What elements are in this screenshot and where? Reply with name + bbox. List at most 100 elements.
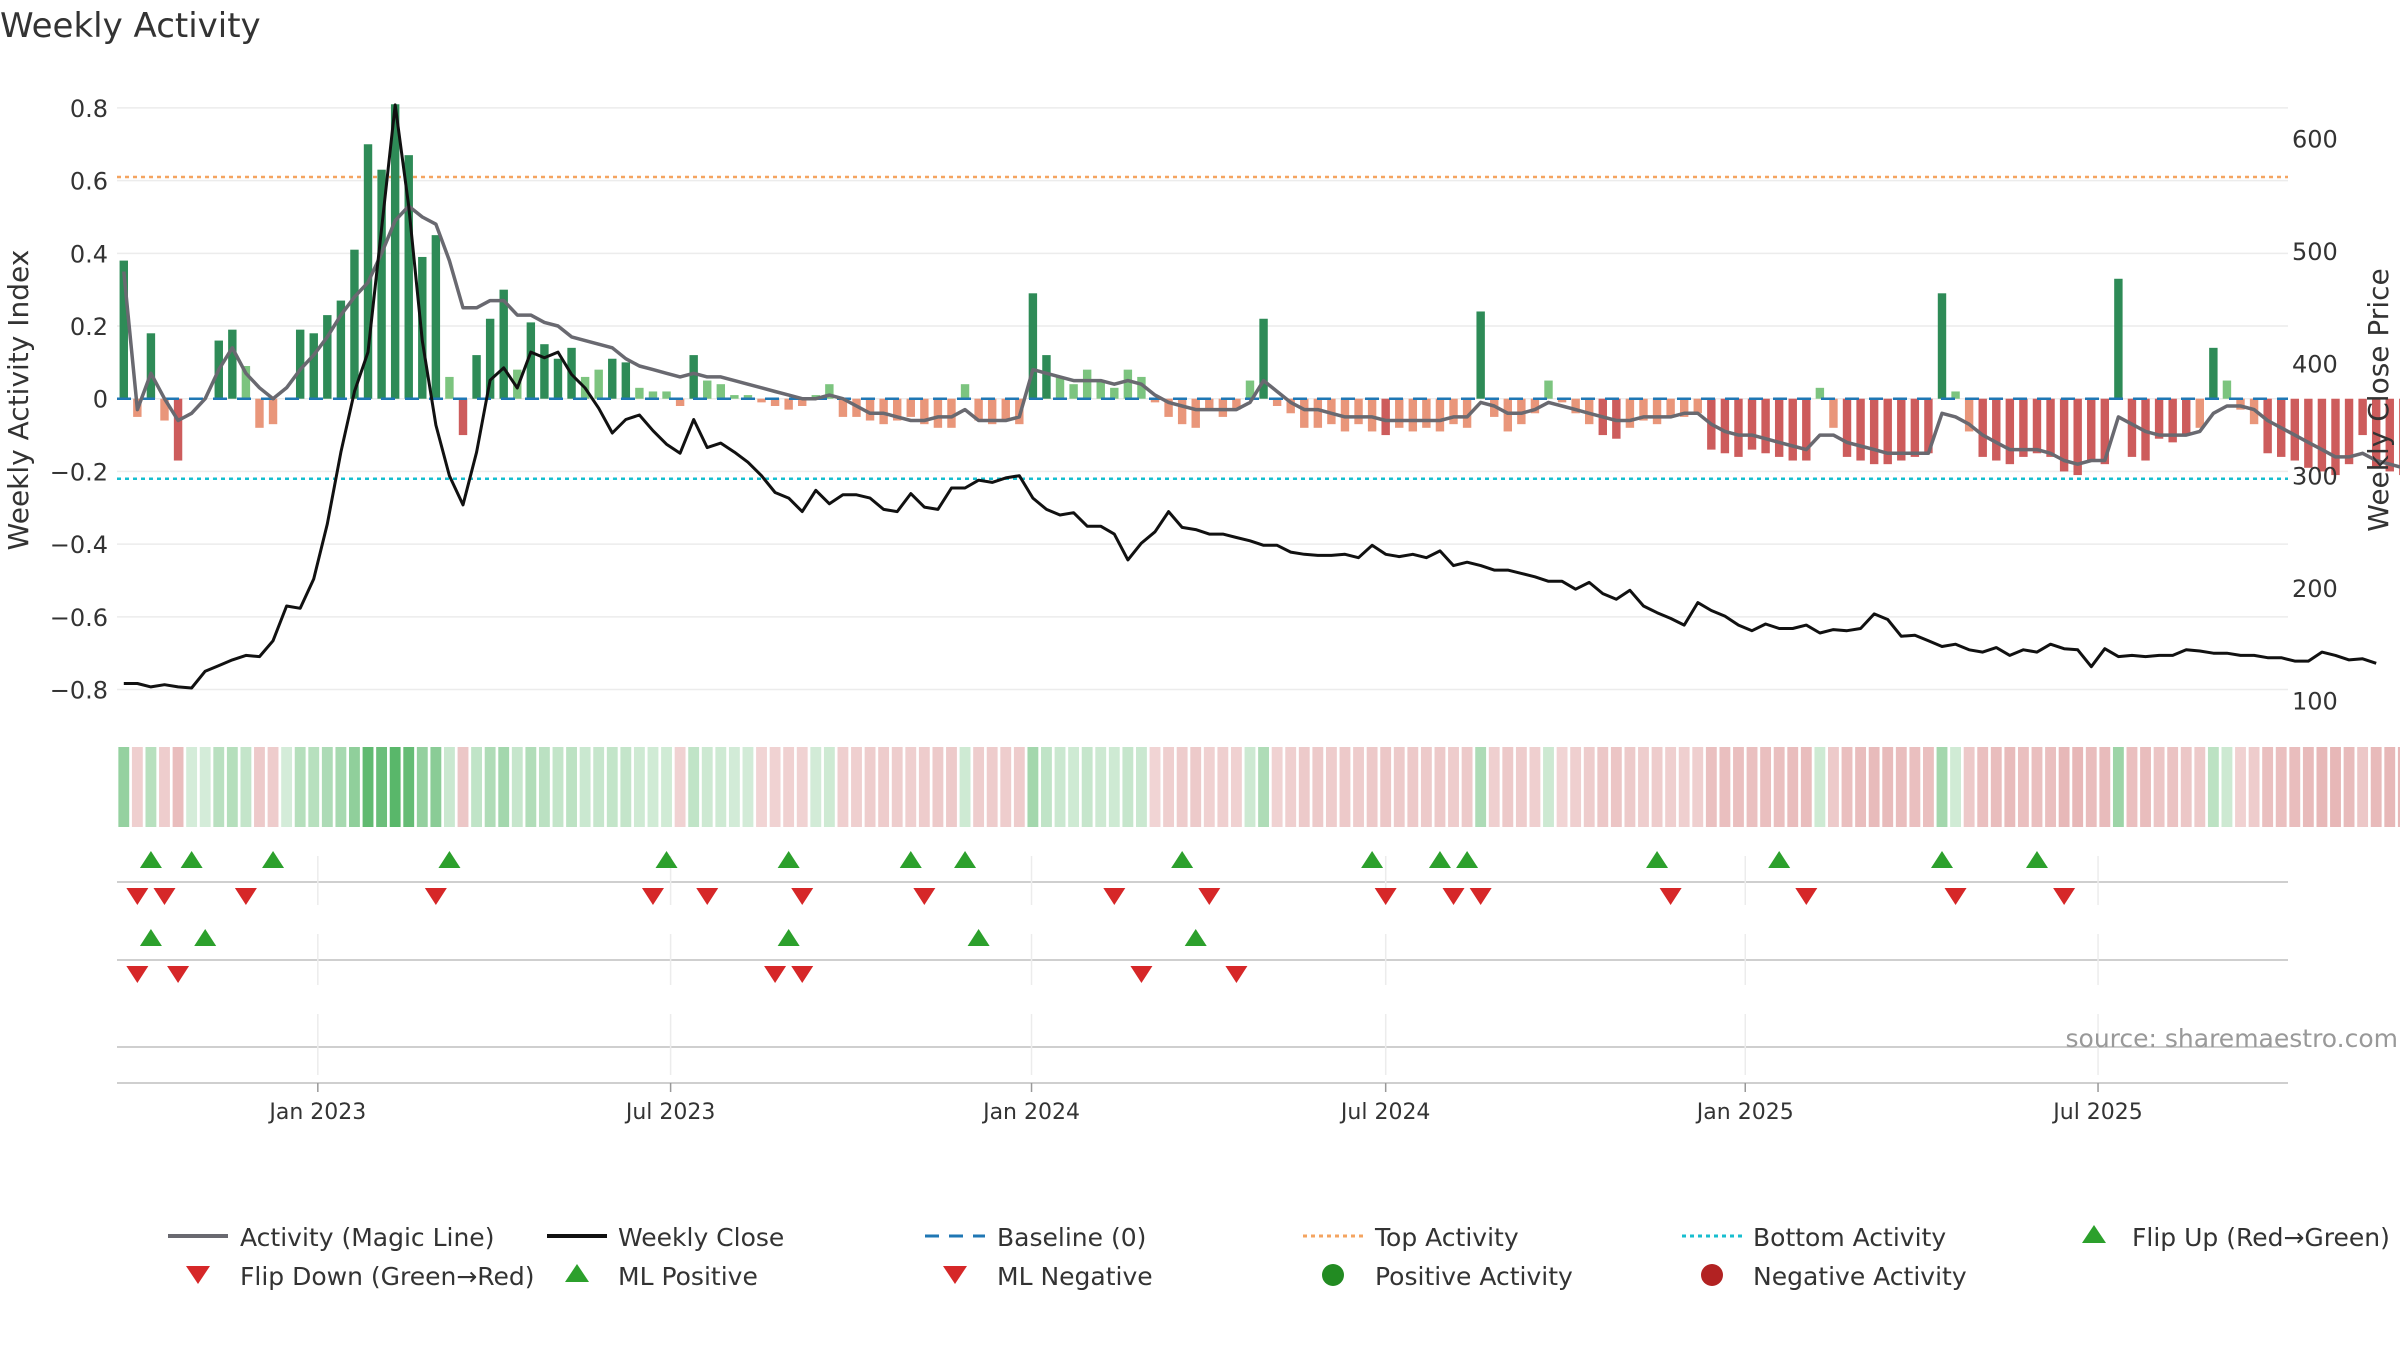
activity-bar [1666,398,1675,417]
activity-bar [445,376,454,399]
heat-strip-cell [1651,747,1663,827]
flip-down-marker [1795,888,1818,905]
heat-strip-cell [2126,747,2138,827]
heat-strip-cell [1909,747,1921,827]
heat-strip-cell [756,747,767,827]
legend-marker-flip-down [186,1266,210,1284]
heat-strip-cell [1705,747,1717,827]
heat-strip-cell [1773,747,1785,827]
right-tick-label: 100 [2292,687,2338,715]
heat-strip-cell [457,747,469,827]
heat-strip-cell [1448,747,1459,827]
left-tick-label: 0 [93,386,108,414]
heat-strip-cell [511,747,523,827]
flip-down-marker [913,888,936,905]
activity-bar [1191,398,1200,428]
activity-bar [404,155,413,399]
flip-up-marker [655,851,678,868]
activity-bar [1137,376,1146,399]
activity-bar [1300,398,1309,428]
legend-item-bottom-activity: Bottom Activity [1682,1223,1946,1252]
flip-down-marker [2053,888,2076,905]
activity-bar [947,398,956,428]
heat-strip-cell [783,747,795,827]
activity-bar [1625,398,1635,428]
heat-strip-cell [2397,747,2400,827]
activity-bar [1286,398,1295,414]
heat-strip-cell [254,747,265,827]
heat-strip-cell [1936,747,1948,827]
activity-bar [1327,398,1336,425]
activity-bar [1883,398,1892,465]
activity-bar [2209,347,2218,399]
flip-up-marker [180,851,203,868]
chart-title: Weekly Activity [0,6,261,46]
heat-strip-cell [932,747,944,827]
heat-strip-cell [1000,747,1012,827]
heat-strip-cell [131,747,143,827]
flip-down-marker [126,888,149,905]
heat-strip-cell [294,747,306,827]
heat-strip-cell [1692,747,1704,827]
flip-up-marker [777,851,800,868]
flip-up-marker [1456,851,1479,868]
legend-label-magic-line: Activity (Magic Line) [240,1223,494,1252]
heat-strip-cell [1393,747,1405,827]
heat-strip-cell [240,747,252,827]
ml-negative-marker [791,966,814,983]
heat-strip-cell [1258,747,1269,827]
heat-strip-cell [1814,747,1826,827]
heat-strip-cell [1923,747,1934,827]
heat-strip-cell [2221,747,2233,827]
source-note: source: sharemaestro.com [2066,1024,2399,1053]
heat-strip-cell [1895,747,1907,827]
activity-bar [2005,398,2015,465]
activity-bar [2304,398,2313,468]
heat-strip-cell [1339,747,1351,827]
activity-bar [2087,398,2096,461]
ml-negative-marker [126,966,149,983]
activity-bar [1557,398,1567,403]
activity-bar [1951,391,1960,399]
activity-bar [1585,398,1594,425]
activity-bar [1788,398,1797,461]
flip-up-marker [1171,851,1194,868]
heat-strip-cell [661,747,672,827]
activity-bar [1028,293,1038,399]
heat-strip-cell [1515,747,1527,827]
legend-label-weekly-close: Weekly Close [618,1223,784,1252]
heat-strip-cell [715,747,727,827]
legend-marker-flip-up [2082,1225,2106,1243]
heat-strip-cell [2370,747,2382,827]
activity-bar [1571,398,1580,414]
heat-strip-cell [620,747,632,827]
left-tick-label: −0.8 [50,677,108,705]
heat-strip-cell [674,747,686,827]
activity-bar [1734,398,1743,457]
activity-bar [1042,355,1051,399]
heat-strip-cell [349,747,360,827]
legend-label-bottom-activity: Bottom Activity [1753,1223,1946,1252]
heat-strip-cell [1597,747,1609,827]
legend-item-weekly-close: Weekly Close [547,1223,784,1252]
activity-bar [757,398,766,403]
legend-item-ml-negative: ML Negative [943,1262,1153,1291]
left-tick-label: 0.4 [70,240,108,268]
legend-item-flip-down: Flip Down (Green→Red) [186,1262,535,1291]
x-axis: Jan 2023 Jul 2023 Jan 2024 Jul 2024 Jan 2025… [117,1082,2288,1125]
activity-bar [1978,398,1987,457]
flip-down-marker [234,888,257,905]
activity-bar [1408,398,1418,432]
activity-bar [2195,398,2205,428]
heat-strip-cell [1353,747,1364,827]
activity-heat-strip [118,747,2400,827]
heat-strip-cell [2017,747,2029,827]
heat-strip-cell [1230,747,1242,827]
activity-bar [1245,380,1255,399]
legend: Activity (Magic Line) Weekly Close Basel… [168,1223,2390,1291]
heat-strip-cell [566,747,577,827]
activity-bar [621,362,631,399]
activity-bar [1503,398,1513,432]
heat-strip-cell [2235,747,2246,827]
legend-label-flip-up: Flip Up (Red→Green) [2132,1223,2390,1252]
